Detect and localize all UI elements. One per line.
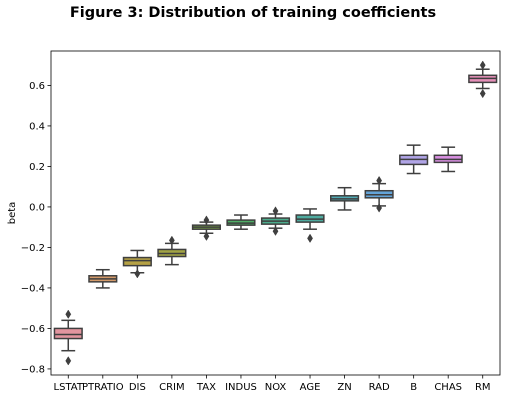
- outlier-point: [479, 88, 486, 99]
- y-tick-label: 0.6: [29, 81, 45, 92]
- y-tick-label: −0.4: [21, 283, 45, 294]
- outlier-point: [376, 203, 383, 213]
- x-tick-label: PTRATIO: [82, 382, 124, 393]
- outlier-point: [272, 226, 279, 236]
- y-tick-label: 0.2: [29, 162, 45, 173]
- x-tick-label: RM: [475, 382, 491, 393]
- outlier-point: [307, 233, 313, 243]
- chart-title: Figure 3: Distribution of training coeff…: [69, 5, 437, 21]
- x-tick-label: TAX: [196, 382, 216, 393]
- box-dis: [122, 249, 152, 279]
- x-tick-label: DIS: [129, 382, 146, 393]
- box-rad: [364, 175, 394, 213]
- y-tick-label: −0.8: [21, 364, 45, 375]
- box-zn: [330, 186, 360, 211]
- x-tick-label: AGE: [300, 382, 321, 393]
- x-tick-label: LSTAT: [54, 382, 84, 393]
- box-rm: [468, 60, 498, 99]
- y-tick-label: 0.4: [29, 121, 45, 132]
- box-ptratio: [88, 268, 118, 289]
- y-tick-label: −0.2: [21, 243, 45, 254]
- outlier-point: [376, 175, 383, 186]
- y-tick-label: 0.0: [29, 202, 45, 213]
- box-lstat: [53, 309, 83, 366]
- outlier-point: [65, 309, 72, 319]
- outlier-point: [203, 231, 210, 241]
- outlier-point: [65, 356, 72, 366]
- x-tick-label: ZN: [337, 382, 351, 393]
- box-body: [53, 327, 83, 340]
- box-tax: [191, 215, 221, 241]
- outlier-point: [168, 235, 175, 246]
- outlier-point: [134, 269, 141, 279]
- box-crim: [157, 235, 187, 266]
- x-tick-label: RAD: [369, 382, 390, 393]
- y-tick-label: −0.6: [21, 324, 45, 335]
- x-tick-label: CRIM: [159, 382, 185, 393]
- outlier-point: [272, 206, 279, 216]
- x-tick-label: B: [410, 382, 417, 393]
- box-age: [295, 208, 325, 243]
- box-b: [399, 144, 429, 175]
- x-tick-label: INDUS: [225, 382, 257, 393]
- box-chas: [433, 146, 463, 173]
- y-axis-label: beta: [7, 202, 18, 225]
- outlier-point: [479, 60, 486, 70]
- x-tick-label: NOX: [265, 382, 287, 393]
- box-body: [122, 256, 152, 267]
- box-nox: [260, 206, 291, 236]
- outlier-point: [203, 215, 210, 225]
- x-tick-label: CHAS: [434, 382, 462, 393]
- box-indus: [226, 214, 256, 230]
